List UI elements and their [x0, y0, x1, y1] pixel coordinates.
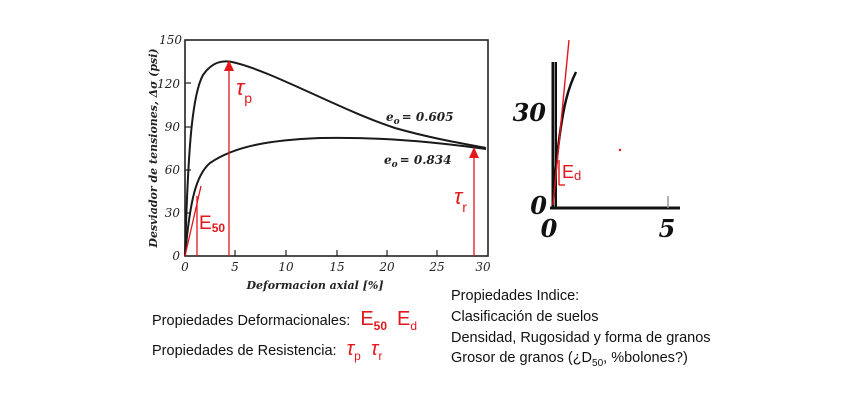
- x-axis-title: Deformacion axial [%]: [245, 279, 383, 292]
- y-tick-label: 150: [159, 33, 182, 47]
- curve-e0-0834: [184, 136, 487, 257]
- index-item-grain-size: Grosor de granos (¿D50, %bolones?): [451, 350, 688, 369]
- legend-resistance: Propiedades de Resistencia: τp τr: [152, 338, 382, 363]
- y-axis-title: Desviador de tensiones, Δσ (psi): [147, 48, 160, 248]
- zoom-chart: 30 0 0 5 Ed: [513, 39, 680, 243]
- zoom-y-tick-top: 30: [513, 98, 547, 127]
- y-tick-label: 0: [172, 249, 180, 263]
- x-tick-label: 0: [181, 260, 189, 274]
- y-tick-label: 90: [165, 120, 181, 134]
- x-tick-label: 15: [329, 260, 344, 274]
- e50-symbol: E50: [360, 308, 388, 333]
- e50-line: [184, 185, 202, 257]
- x-tick-label: 30: [475, 260, 491, 274]
- tau-p-symbol: τp: [346, 338, 361, 363]
- curve-e0-0605: [184, 60, 487, 257]
- x-ticks: [234, 250, 438, 256]
- x-tick-label: 5: [231, 260, 239, 274]
- resistance-label: Propiedades de Resistencia:: [152, 343, 337, 359]
- index-item-density: Densidad, Rugosidad y forma de granos: [451, 330, 711, 346]
- tau-r-symbol: τr: [370, 338, 383, 363]
- index-properties-title: Propiedades Indice:: [451, 288, 580, 304]
- curve-label-lower: eo = 0.834: [384, 153, 451, 170]
- x-tick-label: 20: [378, 260, 395, 274]
- tau-r-label: τr: [454, 184, 467, 215]
- plot-frame: [184, 39, 489, 257]
- ed-tangent-line: [552, 39, 570, 206]
- y-tick-label: 30: [165, 206, 181, 220]
- zoom-x-tick-zero: 0: [541, 214, 558, 243]
- x-tick-label: 10: [278, 260, 294, 274]
- tau-p-label: τp: [236, 75, 252, 106]
- ed-label: Ed: [562, 162, 581, 183]
- tau-p-arrowhead: [224, 60, 234, 71]
- e50-label: E50: [199, 213, 225, 235]
- deformational-label: Propiedades Deformacionales:: [152, 313, 351, 329]
- zoom-y-tick-zero: 0: [530, 191, 547, 220]
- y-tick-label: 60: [165, 163, 181, 177]
- x-tick-label: 25: [428, 260, 444, 274]
- index-item-classification: Clasificación de suelos: [451, 309, 599, 325]
- tau-r-arrowhead: [469, 147, 479, 158]
- legend-deformational: Propiedades Deformacionales: E50 Ed: [152, 308, 417, 333]
- y-tick-label: 120: [157, 77, 180, 91]
- zoom-x-tick-five: 5: [659, 214, 676, 243]
- curve-label-upper: eo = 0.605: [386, 110, 453, 127]
- ed-symbol: Ed: [397, 308, 418, 333]
